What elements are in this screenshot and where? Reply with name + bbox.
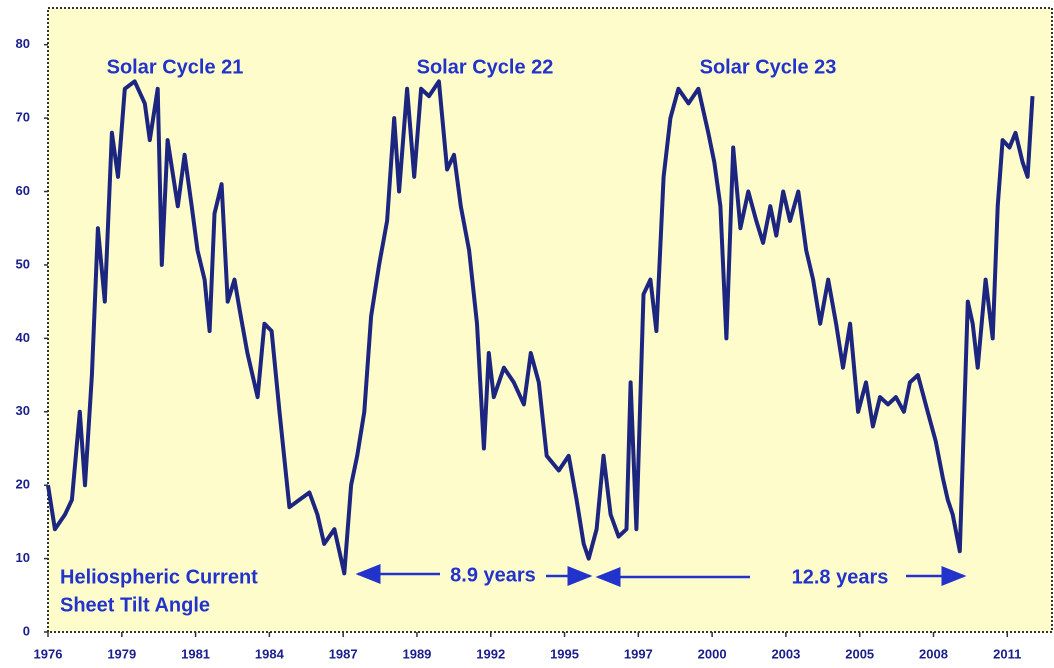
y-tick-label: 20 bbox=[16, 477, 30, 492]
annotation: Solar Cycle 22 bbox=[417, 56, 554, 78]
y-tick-label: 40 bbox=[16, 330, 30, 345]
y-tick-label: 0 bbox=[23, 623, 30, 638]
x-tick-label: 2005 bbox=[845, 646, 874, 661]
x-tick-label: 2008 bbox=[919, 646, 948, 661]
line bbox=[46, 79, 1035, 576]
y-tick-label: 30 bbox=[16, 403, 30, 418]
x-tick-label: 1997 bbox=[624, 646, 653, 661]
annotation: 12.8 years bbox=[792, 566, 889, 588]
y-tick-label: 10 bbox=[16, 550, 30, 565]
arrows bbox=[355, 564, 967, 587]
annotation: Solar Cycle 23 bbox=[700, 56, 837, 78]
x-tick-label: 1989 bbox=[402, 646, 431, 661]
x-tick-label: 1992 bbox=[476, 646, 505, 661]
x-tick-label: 2003 bbox=[771, 646, 800, 661]
x-tick-label: 1976 bbox=[34, 646, 63, 661]
x-tick-label: 2011 bbox=[993, 646, 1021, 661]
plot-area bbox=[47, 7, 1053, 633]
annotation: Heliospheric Current bbox=[60, 566, 258, 588]
annotation: Sheet Tilt Angle bbox=[60, 594, 210, 616]
x-tick-label: 2000 bbox=[698, 646, 727, 661]
x-tick-label: 1984 bbox=[255, 646, 285, 661]
x-tick-label: 1979 bbox=[107, 646, 136, 661]
y-tick-label: 50 bbox=[16, 256, 30, 271]
x-tick-label: 1981 bbox=[181, 646, 210, 661]
x-tick-label: 1987 bbox=[329, 646, 358, 661]
y-tick-label: 70 bbox=[16, 110, 30, 125]
annotation: 8.9 years bbox=[450, 564, 536, 586]
y-tick-label: 60 bbox=[16, 183, 30, 198]
marks bbox=[46, 79, 1035, 576]
annotation: Solar Cycle 21 bbox=[107, 56, 244, 78]
y-tick-label: 80 bbox=[16, 36, 30, 51]
x-tick-label: 1995 bbox=[550, 646, 579, 661]
